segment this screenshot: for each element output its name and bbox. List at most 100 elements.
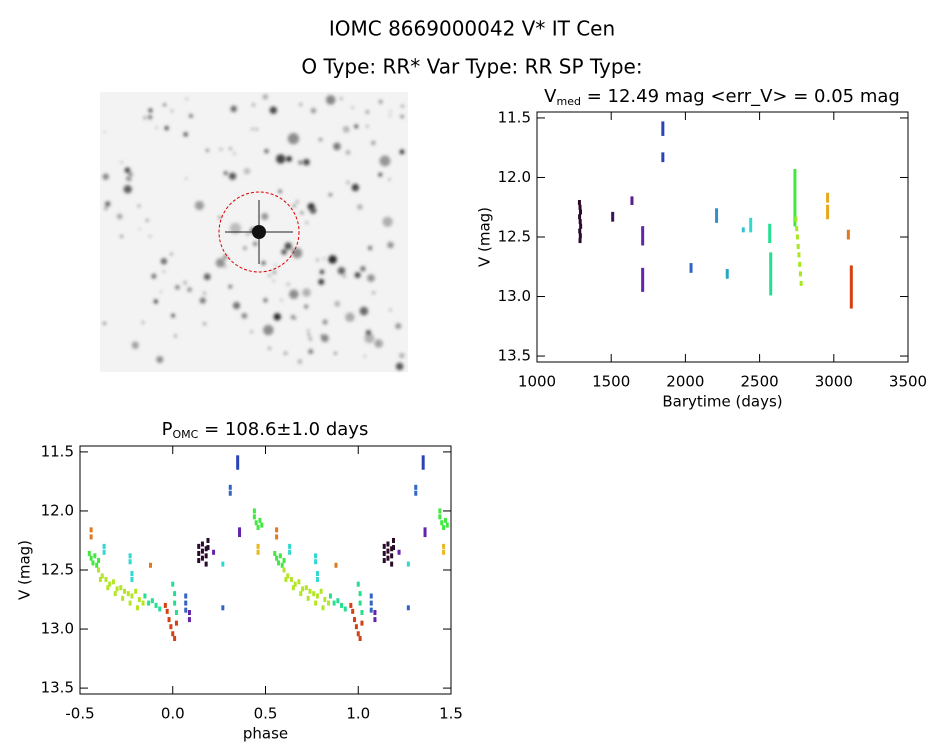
- point: [167, 617, 171, 623]
- point: [793, 173, 797, 179]
- point: [769, 261, 773, 267]
- point: [312, 591, 316, 597]
- star: [306, 329, 310, 332]
- point: [204, 546, 208, 552]
- star: [291, 247, 303, 259]
- star: [321, 334, 329, 343]
- point: [849, 279, 853, 285]
- star: [156, 356, 164, 364]
- star: [138, 204, 141, 207]
- point: [306, 595, 310, 601]
- star: [300, 211, 304, 215]
- star: [171, 109, 174, 112]
- point: [252, 508, 256, 514]
- title-text: V: [544, 86, 557, 107]
- point: [286, 573, 290, 579]
- title-subscript: med: [557, 95, 581, 108]
- point: [661, 121, 665, 127]
- point: [98, 576, 102, 582]
- point: [795, 234, 799, 240]
- point: [275, 555, 279, 561]
- point: [577, 199, 581, 205]
- point: [323, 597, 327, 603]
- star: [276, 154, 286, 164]
- point: [579, 223, 583, 229]
- star: [284, 242, 292, 250]
- star: [171, 313, 175, 318]
- point: [340, 602, 344, 608]
- star: [272, 279, 275, 283]
- star: [187, 287, 193, 293]
- star: [120, 235, 123, 238]
- point: [126, 591, 130, 597]
- star: [199, 297, 206, 304]
- point: [163, 602, 167, 608]
- point: [174, 610, 178, 616]
- point: [768, 233, 772, 239]
- star: [367, 274, 375, 282]
- point: [641, 282, 645, 288]
- star: [127, 171, 133, 177]
- star: [268, 274, 271, 277]
- point: [327, 600, 331, 606]
- star: [333, 142, 341, 151]
- point: [353, 617, 357, 623]
- point: [769, 280, 773, 286]
- point: [128, 553, 132, 559]
- star: [215, 258, 226, 268]
- star: [103, 322, 106, 325]
- point: [769, 276, 773, 282]
- star: [399, 352, 405, 359]
- point: [641, 272, 645, 278]
- point: [749, 227, 753, 233]
- point: [578, 204, 582, 210]
- star: [223, 171, 228, 175]
- point: [725, 273, 729, 279]
- point: [321, 605, 325, 611]
- page-title: IOMC 8669000042 V* IT Cen: [329, 17, 615, 41]
- point: [280, 562, 284, 568]
- point: [289, 576, 293, 582]
- star: [371, 291, 376, 295]
- point: [275, 534, 279, 540]
- point: [143, 593, 147, 599]
- point: [297, 579, 301, 585]
- point: [288, 543, 292, 549]
- star: [389, 110, 392, 113]
- star: [354, 124, 358, 129]
- star: [354, 272, 361, 279]
- point: [197, 543, 201, 549]
- point: [136, 605, 140, 611]
- star: [263, 298, 268, 303]
- star: [185, 177, 188, 180]
- y-axis-label: V (mag): [476, 207, 494, 267]
- point: [204, 553, 208, 559]
- point: [391, 545, 395, 551]
- point: [104, 576, 108, 582]
- point: [386, 548, 390, 554]
- point: [406, 561, 410, 567]
- point: [97, 558, 101, 564]
- point: [187, 610, 191, 616]
- point: [206, 545, 210, 551]
- point: [173, 635, 177, 641]
- point: [360, 620, 364, 626]
- point: [184, 600, 188, 606]
- star: [241, 312, 248, 319]
- point: [97, 567, 101, 573]
- star: [299, 103, 303, 106]
- x-tick-label: 1500: [592, 373, 630, 391]
- point: [147, 600, 151, 606]
- title-text: P: [162, 419, 173, 440]
- star: [230, 105, 237, 113]
- point: [173, 600, 177, 606]
- point: [386, 541, 390, 547]
- star: [304, 304, 308, 309]
- point: [134, 588, 138, 594]
- star: [203, 291, 206, 295]
- star: [105, 201, 111, 207]
- point: [641, 267, 645, 273]
- point: [798, 271, 802, 277]
- star: [147, 115, 153, 120]
- title-subscript: OMC: [173, 428, 199, 441]
